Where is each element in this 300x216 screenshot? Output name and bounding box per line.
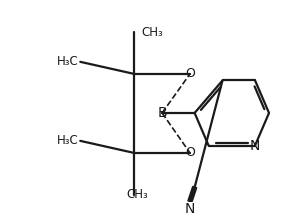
Text: H₃C: H₃C xyxy=(57,134,78,147)
Text: O: O xyxy=(185,146,195,159)
Text: CH₃: CH₃ xyxy=(142,25,164,39)
Text: N: N xyxy=(185,202,195,216)
Text: H₃C: H₃C xyxy=(57,55,78,68)
Text: CH₃: CH₃ xyxy=(126,188,148,201)
Text: O: O xyxy=(185,67,195,80)
Text: B: B xyxy=(157,106,167,120)
Text: N: N xyxy=(250,138,260,152)
